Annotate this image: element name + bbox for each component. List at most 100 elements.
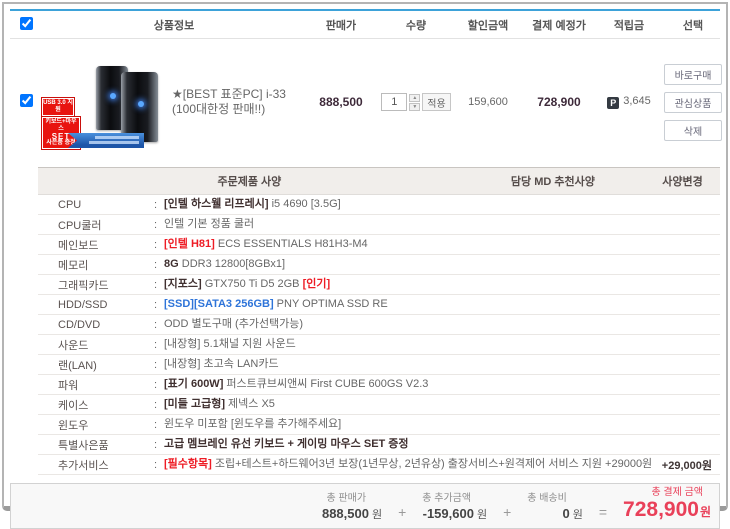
quantity-input[interactable] [381,93,408,111]
spec-label: 특별사은품 [58,439,109,452]
spec-row: 랜(LAN): [내장형] 초고속 LAN카드 [38,355,720,375]
spec-value-segment: i5 4690 [3.5G] [268,198,341,210]
spec-value: [지포스] GTX750 Ti D5 2GB [인기] [164,276,720,293]
spec-value: [내장형] 초고속 LAN카드 [164,356,720,373]
spec-value: 윈도우 미포함 [윈도우를 추가해주세요] [164,416,720,433]
product-name-link[interactable]: ★[BEST 표준PC] i-33 (100대한정 판매!!) [172,87,286,116]
product-thumbnail[interactable]: USB 3.0 지원 키보드+마우스 SET 사은품 증정 [42,54,164,150]
delete-button[interactable]: 삭제 [664,119,722,141]
summary-unit: 원 [572,509,583,521]
spec-colon: : [154,258,158,271]
spec-label: 파워 [58,379,79,392]
spec-value: [필수항목] 조립+테스트+하드웨어3년 보장(1년무상, 2년유상) 출장서비… [164,456,662,473]
summary-amount: -159,600 [422,506,474,521]
ribbon-text-line [95,136,139,139]
spec-colon: : [154,238,158,251]
spec-label: CPU [58,198,82,211]
spec-row: CD/DVD: ODD 별도구매 (추가선택가능) [38,315,720,335]
summary-group: 총 배송비 0 원 [527,489,583,522]
summary-amount: 0 [562,506,570,521]
col-header-price: 판매가 [325,19,357,32]
col-header-discount: 할인금액 [467,19,509,32]
spec-colon: : [154,418,158,431]
item-checkbox[interactable] [19,94,33,107]
spec-value: 고급 멤브레인 유선 키보드 + 게이밍 마우스 SET 증정 [164,436,720,453]
item-price: 888,500 [319,95,363,109]
quantity-down-button[interactable]: ▼ [409,102,421,111]
summary-value: -159,600 원 [423,506,487,522]
ribbon-text-line [89,141,139,144]
col-header-product-info: 상품정보 [153,19,195,32]
apply-quantity-button[interactable]: 적용 [422,93,451,111]
summary-amount: 728,900 [623,498,699,521]
summary-group: 총 판매가 888,500 원 [322,489,382,522]
summary-label: 총 판매가 [326,493,367,504]
spec-label: CPU쿨러 [58,219,102,232]
spec-value-segment: 조립+테스트+하드웨어3년 보장(1년무상, 2년유상) 출장서비스+원격제어 … [211,458,653,470]
summary-group: 총 추가금액 -159,600 원 [422,489,487,522]
spec-value-segment: [필수항목] [164,458,212,470]
spec-label: 케이스 [58,399,89,412]
summary-unit: 원 [371,509,383,521]
spec-value-segment: ODD 별도구매 (추가선택가능) [164,318,304,330]
spec-row: CPU쿨러: 인텔 기본 정품 쿨러 [38,215,720,235]
spec-value-segment: DDR3 12800[8GBx1] [178,258,286,270]
quantity-spinner: ▲ ▼ [409,93,421,111]
gift-badge-line2: SET [51,132,71,141]
spec-colon: : [154,378,158,391]
spec-value: 인텔 기본 정품 쿨러 [164,216,720,233]
spec-value-segment: ECS ESSENTIALS H81H3-M4 [214,238,368,250]
spec-colon: : [154,218,158,231]
spec-value-segment: [내장형] 초고속 LAN카드 [164,358,279,370]
spec-row: 메모리:8G DDR3 12800[8GBx1] [38,255,720,275]
spec-value-segment: GTX750 Ti D5 2GB [201,278,303,290]
spec-colon: : [154,278,158,291]
spec-row: 윈도우: 윈도우 미포함 [윈도우를 추가해주세요] [38,415,720,435]
summary-operator: + [398,504,407,520]
spec-colon: : [154,398,158,411]
wishlist-button[interactable]: 관심상품 [664,91,722,113]
summary-value: 888,500 원 [322,506,382,522]
spec-header-change: 사양변경 [662,176,703,188]
summary-label: 총 배송비 [527,493,567,504]
spec-label: 추가서비스 [58,459,109,472]
spec-colon: : [154,298,158,311]
spec-label: 윈도우 [58,419,89,432]
spec-value: [인텔 H81] ECS ESSENTIALS H81H3-M4 [164,236,720,253]
summary-value: 728,900원 [623,498,711,522]
spec-value-segment: [미들 고급형] [164,398,225,410]
usb-badge: USB 3.0 지원 [42,98,74,116]
spec-row: 사운드: [내장형] 5.1채널 지원 사운드 [38,335,720,355]
buy-now-button[interactable]: 바로구매 [664,63,722,85]
select-all-checkbox[interactable] [19,16,33,30]
spec-label: 메인보드 [58,239,99,252]
points-icon: P [607,97,620,109]
spec-label: CD/DVD [58,318,101,331]
spec-colon: : [154,358,158,371]
spec-value: 8G DDR3 12800[8GBx1] [164,256,720,273]
item-points: P 3,645 [598,95,660,109]
col-header-select: 선택 [682,19,704,32]
summary-amount: 888,500 [321,506,369,521]
quantity-up-button[interactable]: ▲ [409,93,421,102]
spec-value-segment: 인텔 기본 정품 쿨러 [164,218,255,230]
summary-label: 총 결제 금액 [651,487,703,498]
spec-value-segment: 제넥스 X5 [224,398,275,410]
spec-colon: : [154,458,158,471]
points-value: 3,645 [623,95,651,107]
spec-colon: : [154,318,158,331]
summary-operator: = [598,504,608,520]
spec-row: CPU: [인텔 하스웰 리프레시] i5 4690 [3.5G] [38,195,720,215]
spec-value-segment: PNY OPTIMA SSD RE [273,298,388,310]
spec-value-segment: 퍼스트큐브씨앤씨 First CUBE 600GS V2.3 [223,378,429,390]
spec-row: HDD/SSD: [SSD][SATA3 256GB] PNY OPTIMA SS… [38,295,720,315]
pc-tower-image [121,72,158,142]
promo-ribbon [68,133,144,148]
spec-value: ODD 별도구매 (추가선택가능) [164,316,720,333]
spec-value-segment: 윈도우 미포함 [윈도우를 추가해주세요] [164,418,342,430]
gift-badge-line3: 사은품 증정 [46,140,76,146]
col-header-points: 적립금 [613,19,645,32]
spec-label: 랜(LAN) [58,359,97,372]
